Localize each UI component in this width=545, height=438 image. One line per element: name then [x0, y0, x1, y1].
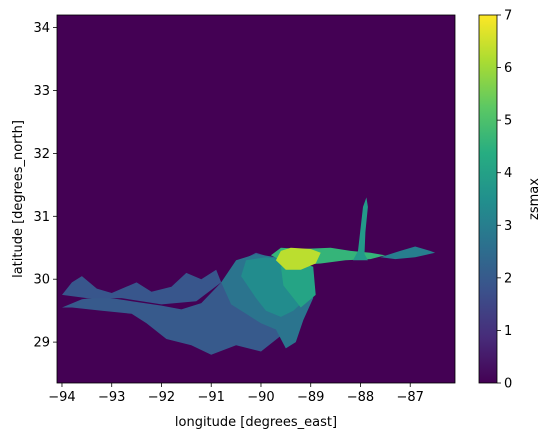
- colorbar-tick-label: 5: [504, 114, 512, 129]
- colorbar: [478, 14, 498, 384]
- x-tick-label: −87: [397, 390, 424, 405]
- surge-field: [62, 197, 436, 355]
- region-mobile-river: [353, 197, 368, 261]
- x-tick-label: −94: [48, 390, 75, 405]
- x-tick-label: −88: [347, 390, 374, 405]
- x-tick-label: −92: [148, 390, 175, 405]
- colorbar-tick-label: 0: [504, 377, 512, 392]
- region-peak: [275, 247, 321, 270]
- x-tick-label: −89: [297, 390, 324, 405]
- colorbar-tick-label: 2: [504, 271, 512, 286]
- region-west-marsh: [62, 269, 222, 305]
- y-tick-label: 33: [33, 84, 50, 99]
- colorbar-ticks: 0 1 2 3 4 5 6 7: [497, 9, 512, 392]
- y-tick-label: 34: [33, 21, 50, 36]
- colorbar-tick-label: 4: [504, 166, 512, 181]
- colorbar-tick-label: 7: [504, 9, 512, 24]
- colorbar-tick-label: 6: [504, 61, 512, 76]
- x-tick-label: −91: [198, 390, 225, 405]
- plot-frame: [56, 14, 456, 384]
- x-axis-label: longitude [degrees_east]: [175, 415, 337, 430]
- y-tick-label: 32: [33, 147, 50, 162]
- region-borgne: [280, 261, 316, 308]
- y-tick-label: 30: [33, 273, 50, 288]
- x-axis-ticks: −94 −93 −92 −91 −90 −89 −88 −87: [48, 383, 424, 405]
- y-axis-ticks: 29 30 31 32 33 34: [33, 21, 57, 351]
- colorbar-tick-label: 3: [504, 219, 512, 234]
- x-tick-label: −90: [247, 390, 274, 405]
- y-tick-label: 29: [33, 336, 50, 351]
- colorbar-tick-label: 1: [504, 324, 512, 339]
- y-tick-label: 31: [33, 210, 50, 225]
- x-tick-label: −93: [98, 390, 125, 405]
- y-axis-label: latitude [degrees_north]: [11, 120, 26, 278]
- colorbar-label: zsmax: [527, 178, 542, 220]
- region-pensacola: [380, 246, 436, 260]
